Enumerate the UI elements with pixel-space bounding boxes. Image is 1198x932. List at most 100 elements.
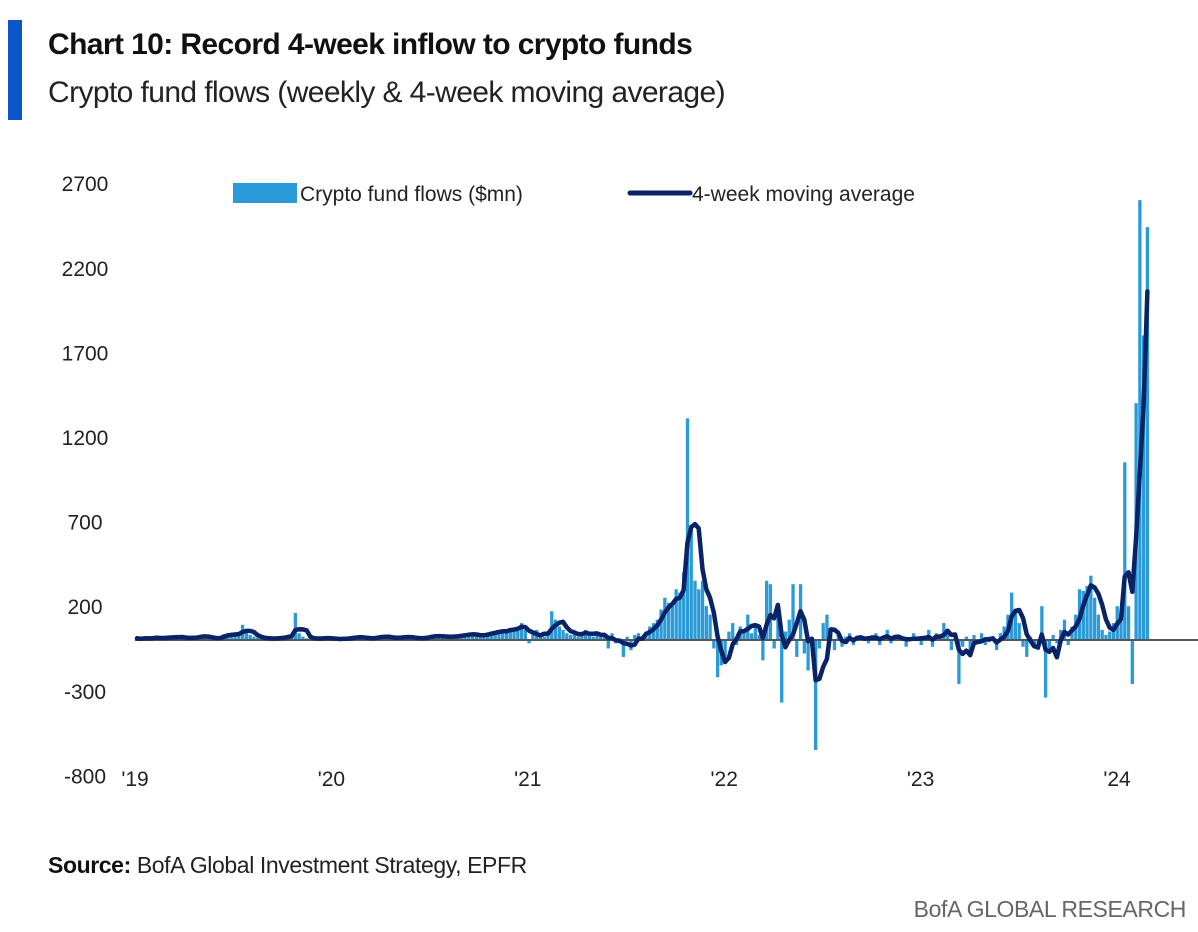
flow-bar <box>527 640 531 644</box>
flow-bar <box>512 629 516 640</box>
flow-bar <box>568 634 573 640</box>
flow-bar <box>817 640 822 649</box>
flow-bar <box>516 626 520 640</box>
flow-bar <box>697 589 701 640</box>
flow-bar <box>678 592 682 640</box>
y-tick-label: 200 <box>67 596 102 619</box>
x-tick-label: '20 <box>318 768 345 791</box>
flow-bar <box>753 623 757 640</box>
flow-bar <box>497 630 501 640</box>
source-text: BofA Global Investment Strategy, EPFR <box>130 852 527 878</box>
flow-bar <box>248 634 252 640</box>
flow-bar <box>1066 640 1070 646</box>
x-axis-ticks: '19 '20 '21 '22 '23 '24 <box>121 768 1131 791</box>
x-tick-label: '23 <box>907 768 934 791</box>
y-axis-ticks: 2700 2200 1700 1200 700 200 -300 -800 <box>62 173 109 788</box>
flow-bar <box>1017 623 1021 640</box>
flow-bar <box>727 631 731 640</box>
x-tick-label: '22 <box>711 768 738 791</box>
flow-bar <box>682 572 686 640</box>
flow-bar <box>501 629 505 640</box>
flow-bar <box>1013 609 1018 640</box>
flow-bar <box>832 640 837 651</box>
flow-bar <box>814 640 818 750</box>
flow-bar <box>1123 462 1127 640</box>
flow-bar <box>1085 585 1089 640</box>
flow-bar <box>768 584 773 640</box>
flow-bar <box>878 640 882 646</box>
flow-bar <box>961 640 965 647</box>
flow-bar <box>919 640 923 646</box>
flow-bar <box>244 631 249 640</box>
flow-bar <box>565 633 569 640</box>
flow-bar <box>670 606 675 640</box>
y-tick-label: 1700 <box>62 342 109 365</box>
flow-bar <box>599 634 603 640</box>
flow-bar <box>557 626 561 640</box>
flow-bar <box>474 635 478 640</box>
flow-bar <box>693 580 697 640</box>
flow-bar <box>700 580 705 640</box>
flow-bar <box>301 636 305 640</box>
flow-bar <box>252 636 256 640</box>
flow-bar <box>1141 335 1146 640</box>
flow-bar <box>708 614 712 640</box>
flow-bar <box>979 633 984 640</box>
flow-bar <box>685 418 690 640</box>
flow-bar <box>602 635 607 640</box>
flow-bar <box>715 640 720 678</box>
flow-bar <box>844 636 848 640</box>
flow-bar <box>546 633 550 640</box>
legend-label-ma: 4-week moving average <box>692 183 915 206</box>
flow-bar <box>772 640 776 649</box>
flow-bar <box>791 584 795 640</box>
flow-bar <box>783 631 788 640</box>
flow-bar <box>983 640 987 646</box>
flow-bar <box>764 580 769 640</box>
y-tick-label: 700 <box>67 512 102 535</box>
moving-average-line <box>134 289 1150 683</box>
flow-bar <box>523 629 528 640</box>
x-tick-label: '24 <box>1103 768 1131 791</box>
flow-bar <box>949 640 954 651</box>
flow-bar <box>663 597 667 640</box>
flow-bar <box>531 633 535 640</box>
title-accent-bar <box>8 20 22 120</box>
flow-bar <box>825 614 829 640</box>
flow-bar <box>580 633 584 640</box>
flow-bar <box>674 589 678 640</box>
brand-footer: BofA GLOBAL RESEARCH <box>913 896 1187 922</box>
flow-bar <box>1025 640 1029 657</box>
flow-bar <box>731 623 735 640</box>
flow-bar <box>621 640 626 657</box>
flow-bar <box>795 640 799 657</box>
chart-title: Chart 10: Record 4-week inflow to crypto… <box>48 28 693 61</box>
flow-bar <box>945 629 950 640</box>
flow-bar <box>591 636 595 640</box>
flow-bar <box>606 640 610 649</box>
flow-bar <box>1119 614 1123 640</box>
flow-bar <box>1047 640 1052 654</box>
y-tick-label: -300 <box>64 681 106 704</box>
flow-bar <box>1040 606 1044 640</box>
flow-bar <box>493 633 497 640</box>
source-note: Source: BofA Global Investment Strategy,… <box>48 852 527 879</box>
flow-bar <box>229 635 233 640</box>
source-label: Source: <box>48 852 131 878</box>
x-tick-label: '21 <box>514 768 541 791</box>
flow-bar <box>964 636 969 640</box>
flow-bar <box>297 633 301 640</box>
flow-bar <box>821 623 825 640</box>
flow-bar <box>1043 640 1048 698</box>
legend: Crypto fund flows ($mn) 4-week moving av… <box>233 183 915 206</box>
flow-bar <box>712 640 716 649</box>
flow-bar <box>633 634 637 640</box>
flow-bar <box>1055 640 1059 644</box>
flow-bar <box>504 631 509 640</box>
flow-bar <box>1126 606 1131 640</box>
flow-bar <box>889 640 893 644</box>
bar-series <box>135 200 1150 750</box>
y-tick-label: 2200 <box>62 258 109 281</box>
flow-bar <box>930 640 935 647</box>
